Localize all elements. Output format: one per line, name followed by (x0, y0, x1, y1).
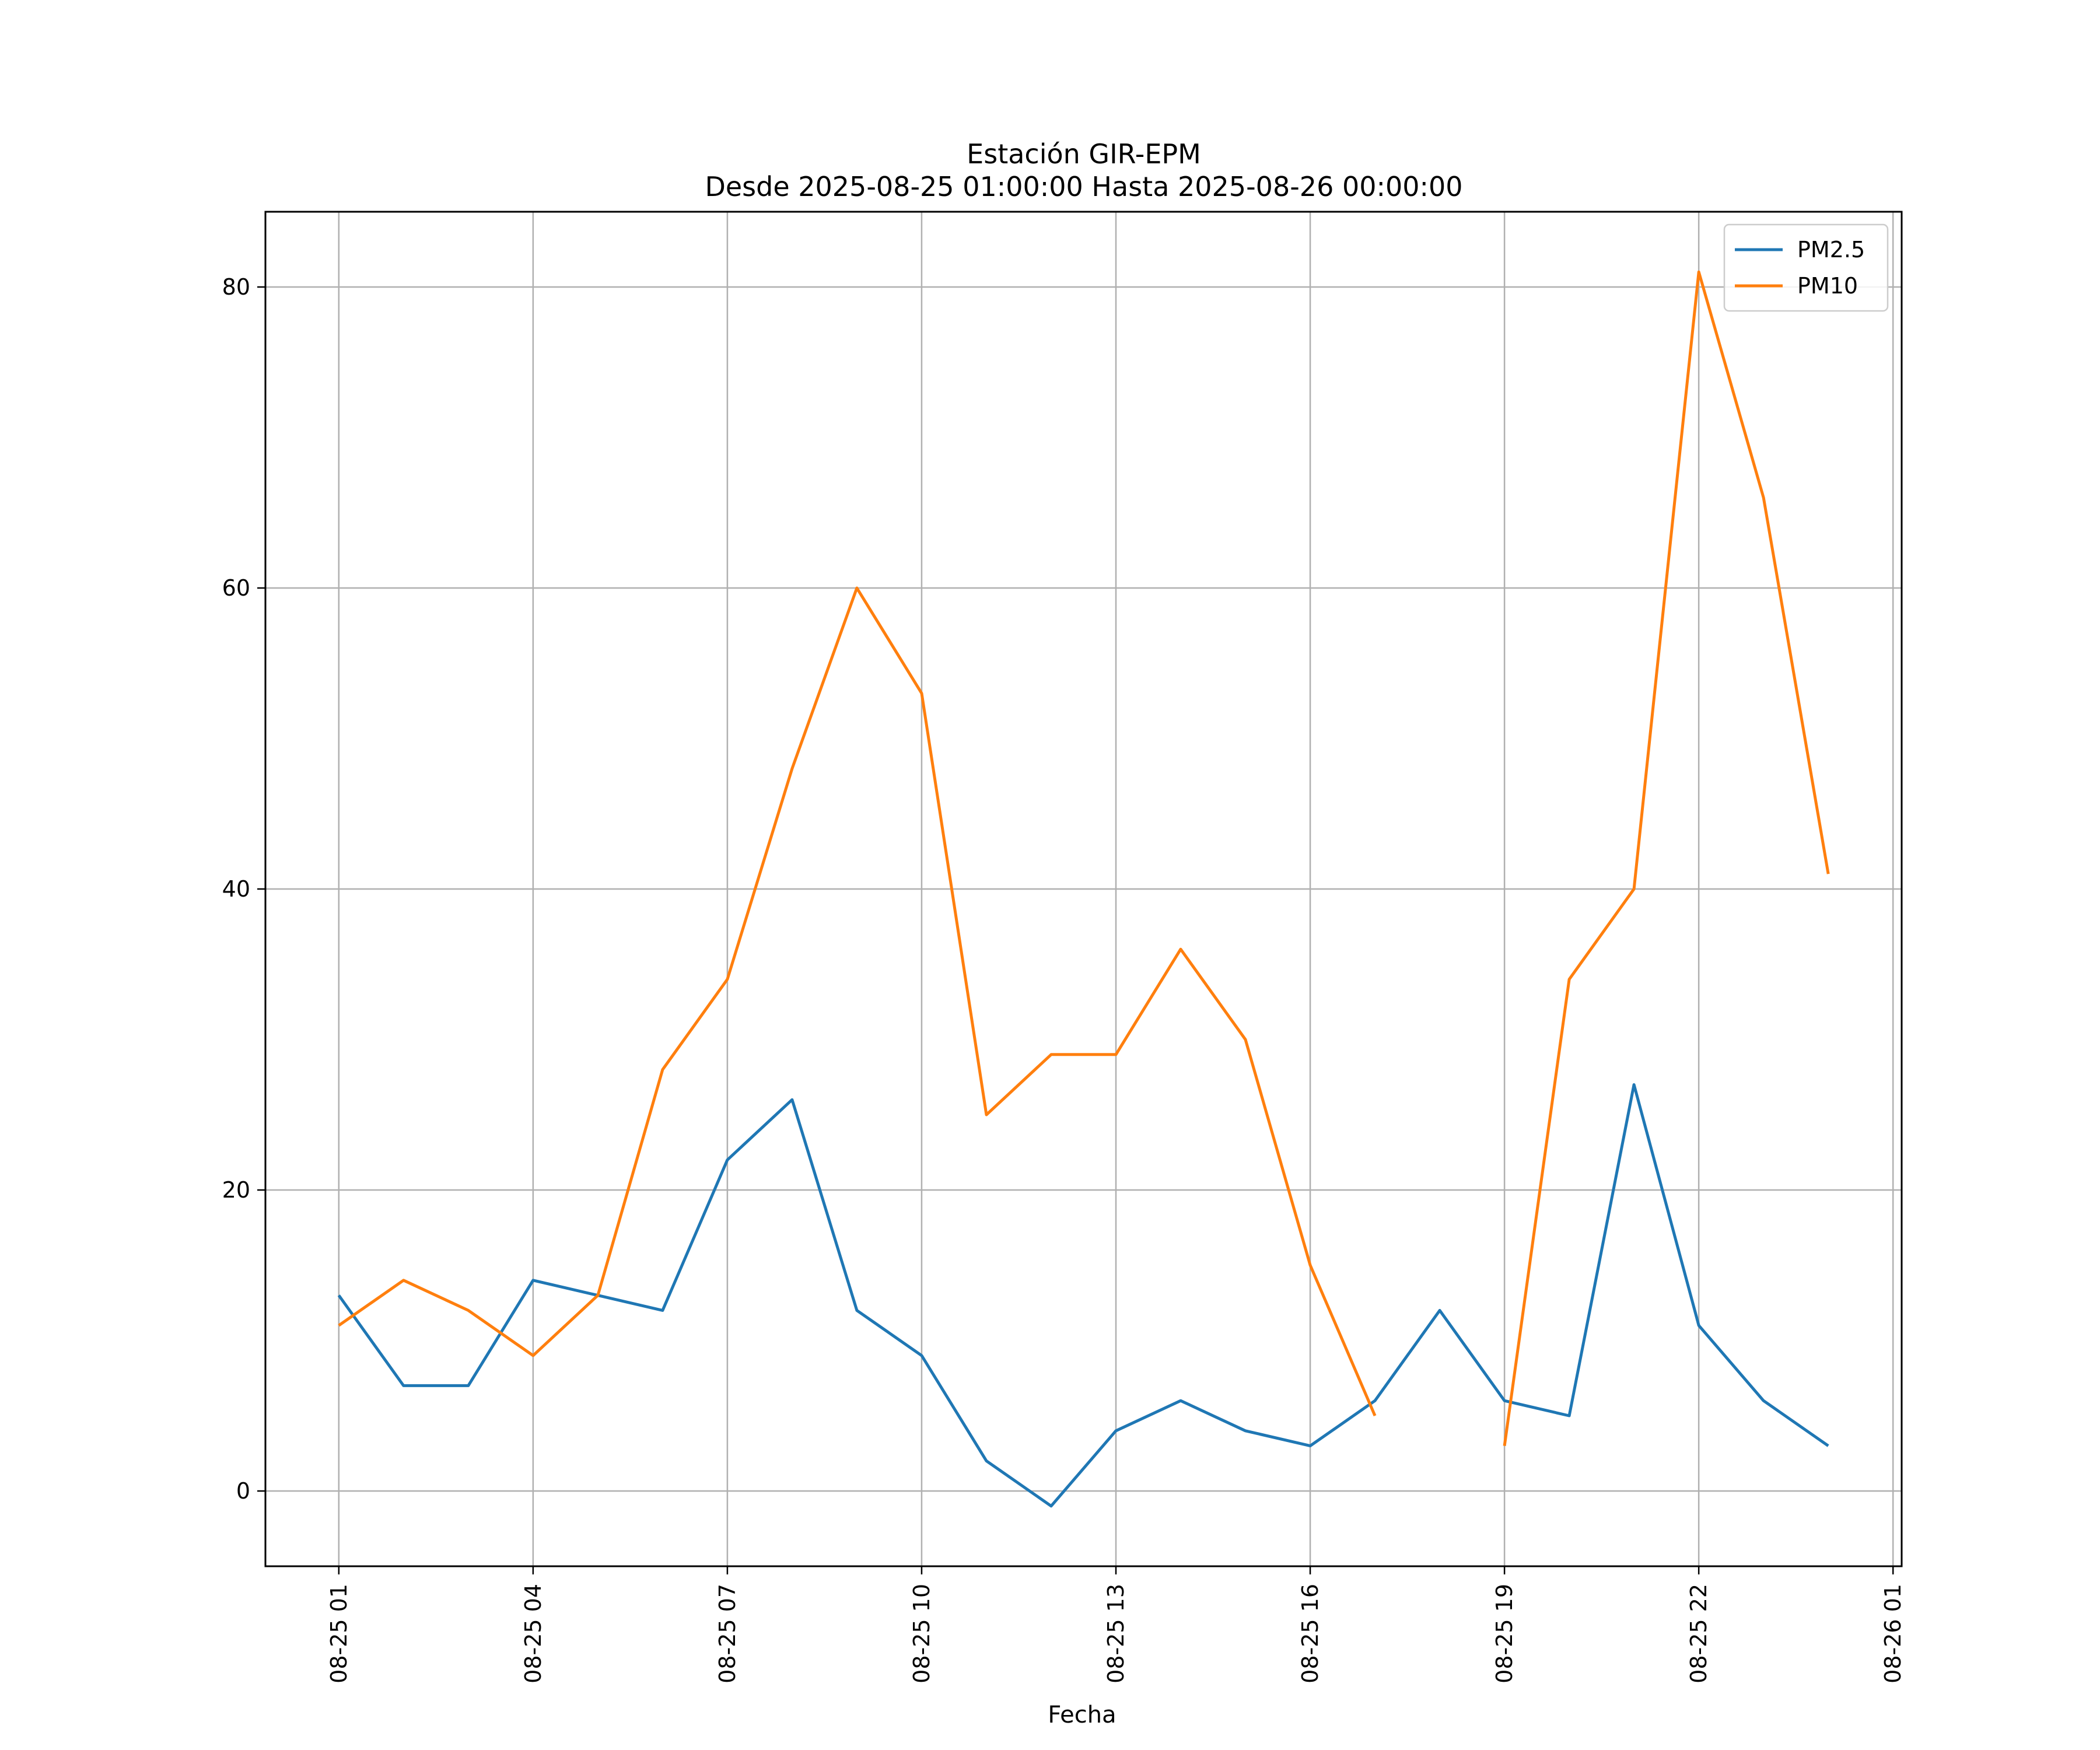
legend-label: PM10 (1797, 273, 1858, 299)
series-line (337, 1083, 1829, 1508)
legend: PM2.5 PM10 (1723, 223, 1889, 312)
x-tick-label: 08-25 22 (1686, 1584, 1712, 1684)
y-tick-label: 20 (222, 1177, 250, 1203)
x-tick-label: 08-25 04 (520, 1584, 546, 1684)
axis-ticks: 08-25 01 08-25 04 08-25 07 08-25 10 08-25 13… (222, 274, 1906, 1684)
x-tick-label: 08-25 07 (715, 1584, 740, 1684)
series-pm2-5 (337, 1083, 1829, 1508)
series-layer (337, 270, 1830, 1508)
chart-subtitle: Desde 2025-08-25 01:00:00 Hasta 2025-08-… (705, 171, 1462, 202)
x-axis-label: Fecha (1048, 1702, 1116, 1728)
y-tick-label: 0 (236, 1478, 250, 1504)
x-tick-label: 08-26 01 (1880, 1584, 1906, 1684)
series-line (338, 270, 1830, 1446)
legend-box (1723, 223, 1889, 312)
legend-label: PM2.5 (1797, 237, 1865, 262)
y-tick-label: 80 (222, 274, 250, 300)
x-tick-label: 08-25 13 (1103, 1584, 1129, 1684)
y-tick-label: 40 (222, 876, 250, 902)
y-tick-label: 60 (222, 575, 250, 601)
x-tick-label: 08-25 01 (326, 1584, 352, 1684)
series-pm10 (338, 270, 1830, 1446)
x-tick-label: 08-25 16 (1297, 1584, 1323, 1684)
x-tick-label: 08-25 19 (1492, 1584, 1517, 1684)
chart-title: Estación GIR-EPM (967, 138, 1201, 170)
x-tick-label: 08-25 10 (909, 1584, 935, 1684)
grid (265, 212, 1902, 1566)
